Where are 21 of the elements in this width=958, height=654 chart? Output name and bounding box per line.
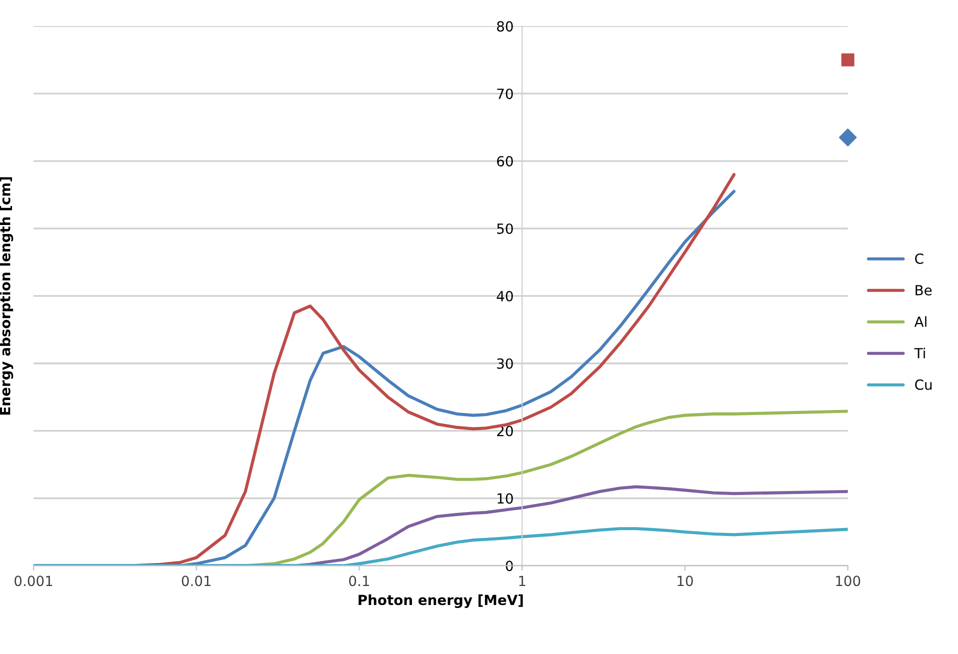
x-tick-label: 0.01 bbox=[182, 576, 211, 586]
x-tick-label: 10 bbox=[678, 576, 693, 586]
y-tick-label: 60 bbox=[497, 156, 513, 167]
y-tick-label: 30 bbox=[497, 358, 513, 369]
y-tick-label: 80 bbox=[497, 21, 513, 32]
y-tick-label: 10 bbox=[498, 493, 513, 504]
y-tick-label: 50 bbox=[497, 223, 513, 234]
legend-label: Ti bbox=[914, 348, 925, 358]
x-axis-title: Photon energy [MeV] bbox=[358, 594, 523, 608]
y-tick-label: 40 bbox=[496, 290, 513, 302]
legend-label: Cu bbox=[915, 379, 932, 390]
legend-label: Al bbox=[914, 316, 926, 327]
legend-label: Be bbox=[916, 285, 932, 296]
x-tick-label: 100 bbox=[836, 576, 860, 586]
x-tick-label: 1 bbox=[519, 576, 526, 586]
x-tick-label: 0.1 bbox=[349, 576, 370, 586]
y-tick-label: 70 bbox=[497, 88, 513, 100]
x-tick-label: 0.001 bbox=[14, 576, 52, 586]
legend-label: C bbox=[915, 253, 924, 264]
y-axis-title: Energy absorption length [cm] bbox=[0, 177, 14, 415]
y-tick-label: 0 bbox=[506, 560, 513, 572]
